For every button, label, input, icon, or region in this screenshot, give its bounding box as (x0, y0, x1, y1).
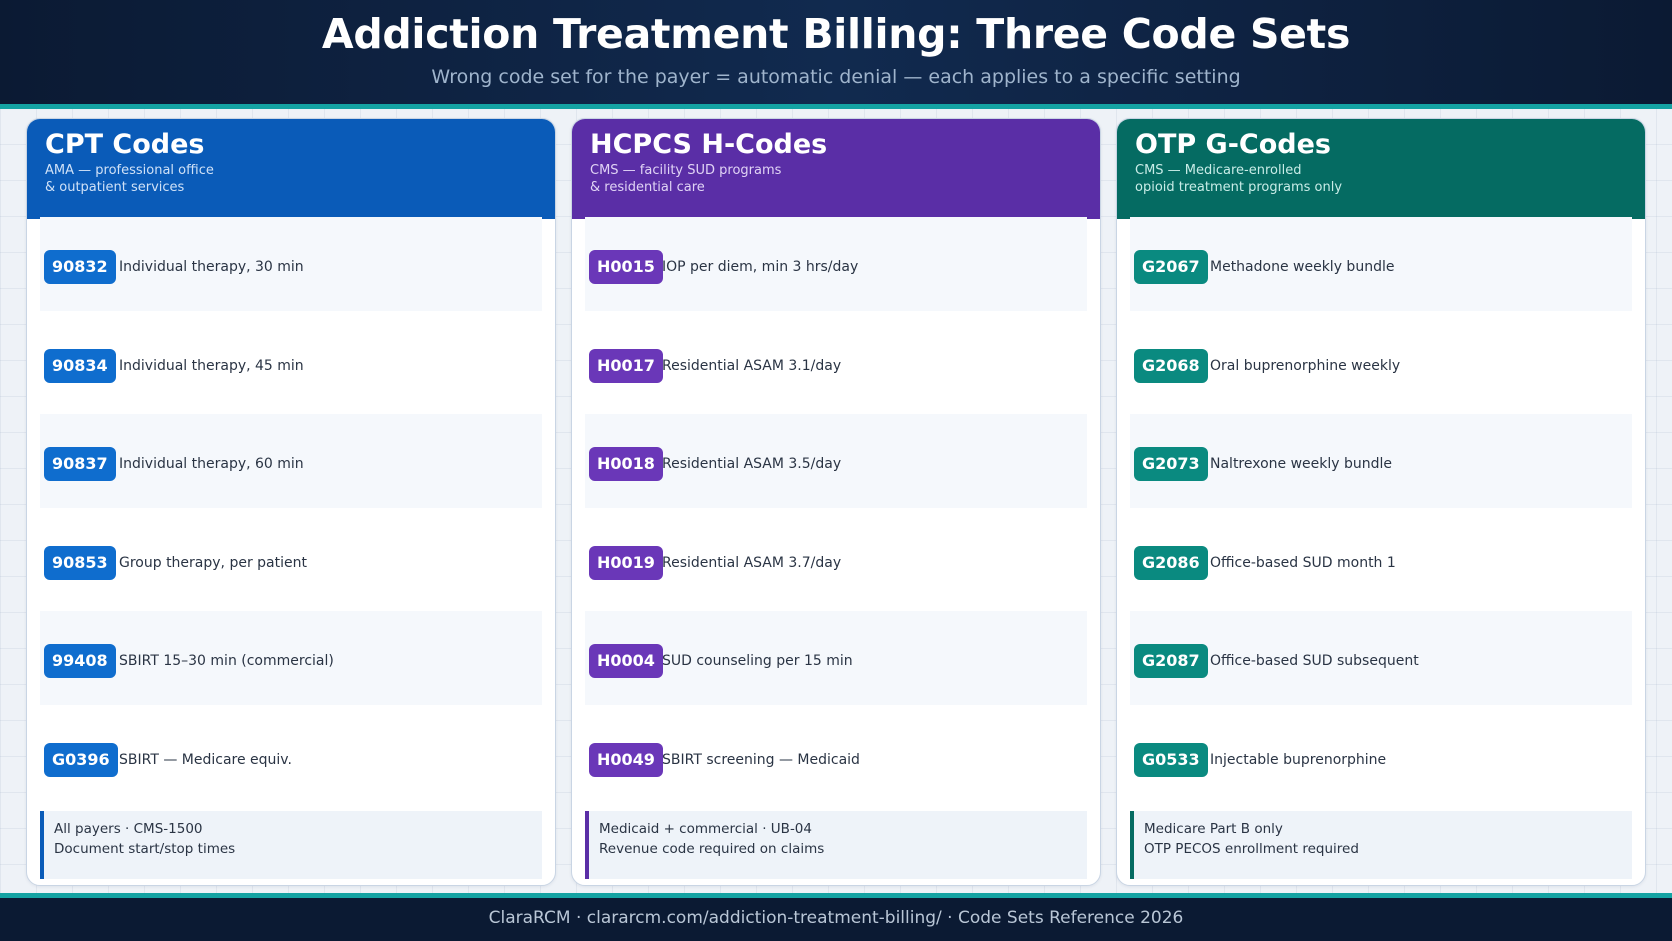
otp-footnote: Medicare Part B only OTP PECOS enrollmen… (1130, 811, 1632, 879)
code-description: Office-based SUD subsequent (1210, 653, 1419, 669)
footnote-line: All payers · CMS-1500 (54, 821, 203, 837)
code-description: Injectable buprenorphine (1210, 751, 1387, 768)
code-description: Methadone weekly bundle (1210, 259, 1395, 275)
cpt-code-list: 90832 Individual therapy, 30 min 90834 I… (40, 217, 542, 808)
cpt-card-subtitle: AMA — professional office & outpatient s… (45, 162, 214, 196)
otp-code-list: G2067 Methadone weekly bundle G2068 Oral… (1130, 217, 1632, 808)
hcpcs-codes-card: HCPCS H-Codes CMS — facility SUD program… (571, 118, 1101, 886)
footnote-line: Document start/stop times (54, 841, 236, 857)
cpt-subtitle-line: AMA — professional office (45, 163, 214, 178)
hcpcs-subtitle-line: & residential care (590, 180, 705, 195)
hcpcs-subtitle-line: CMS — facility SUD programs (590, 163, 782, 178)
code-row: G0533 Injectable buprenorphine (1130, 710, 1632, 809)
code-badge: H0049 (589, 742, 663, 777)
code-description: SBIRT — Medicare equiv. (119, 751, 292, 768)
code-badge: G0396 (44, 742, 118, 777)
footnote-line: Medicare Part B only (1144, 821, 1283, 837)
footnote-line: Medicaid + commercial · UB-04 (599, 821, 812, 837)
cpt-footnote: All payers · CMS-1500 Document start/sto… (40, 811, 542, 879)
code-row: 99408 SBIRT 15–30 min (commercial) (40, 611, 542, 710)
code-badge: 99408 (44, 644, 116, 678)
code-badge: H0015 (589, 250, 663, 284)
cpt-subtitle-line: & outpatient services (45, 180, 185, 195)
code-description: IOP per diem, min 3 hrs/day (662, 259, 859, 275)
otp-subtitle-line: CMS — Medicare-enrolled (1135, 163, 1302, 178)
footer-divider (0, 893, 1672, 898)
code-description: Residential ASAM 3.7/day (662, 554, 842, 571)
code-description: Individual therapy, 60 min (119, 456, 304, 472)
footnote-line: Revenue code required on claims (599, 841, 825, 857)
code-badge: H0019 (589, 545, 663, 580)
code-row: G2067 Methadone weekly bundle (1130, 217, 1632, 316)
otp-card-title: OTP G-Codes (1135, 129, 1332, 160)
code-row: 90832 Individual therapy, 30 min (40, 217, 542, 316)
footer-text: ClaraRCM · clararcm.com/addiction-treatm… (488, 908, 1184, 928)
cpt-card-header: CPT Codes AMA — professional office & ou… (27, 119, 555, 219)
code-description: Residential ASAM 3.1/day (662, 357, 842, 374)
code-description: Residential ASAM 3.5/day (662, 456, 842, 472)
code-badge: 90837 (44, 447, 116, 481)
code-row: 90853 Group therapy, per patient (40, 513, 542, 612)
code-row: G2086 Office-based SUD month 1 (1130, 513, 1632, 612)
code-row: G2073 Naltrexone weekly bundle (1130, 414, 1632, 513)
code-description: Office-based SUD month 1 (1210, 554, 1396, 571)
code-badge: 90853 (44, 545, 116, 580)
code-description: SUD counseling per 15 min (662, 653, 853, 669)
page-footer: ClaraRCM · clararcm.com/addiction-treatm… (0, 898, 1672, 941)
hcpcs-card-header: HCPCS H-Codes CMS — facility SUD program… (572, 119, 1100, 219)
code-description: Group therapy, per patient (119, 554, 307, 571)
hcpcs-card-title: HCPCS H-Codes (590, 129, 828, 160)
code-row: H0018 Residential ASAM 3.5/day (585, 414, 1087, 513)
code-row: H0015 IOP per diem, min 3 hrs/day (585, 217, 1087, 316)
code-badge: 90834 (44, 348, 116, 383)
page-header: Addiction Treatment Billing: Three Code … (0, 0, 1672, 104)
code-description: SBIRT screening — Medicaid (662, 751, 860, 768)
header-divider (0, 104, 1672, 109)
footnote-line: OTP PECOS enrollment required (1144, 841, 1359, 857)
code-badge: G2073 (1134, 447, 1208, 481)
code-badge: G2086 (1134, 545, 1208, 580)
otp-card-header: OTP G-Codes CMS — Medicare-enrolled opio… (1117, 119, 1645, 219)
code-description: SBIRT 15–30 min (commercial) (119, 653, 334, 669)
code-row: 90837 Individual therapy, 60 min (40, 414, 542, 513)
code-description: Oral buprenorphine weekly (1210, 357, 1401, 374)
code-badge: G2068 (1134, 348, 1208, 383)
code-row: H0017 Residential ASAM 3.1/day (585, 316, 1087, 415)
code-row: H0049 SBIRT screening — Medicaid (585, 710, 1087, 809)
otp-subtitle-line: opioid treatment programs only (1135, 180, 1343, 195)
code-badge: H0018 (589, 447, 663, 481)
otp-codes-card: OTP G-Codes CMS — Medicare-enrolled opio… (1116, 118, 1646, 886)
hcpcs-code-list: H0015 IOP per diem, min 3 hrs/day H0017 … (585, 217, 1087, 808)
code-badge: G2067 (1134, 250, 1208, 284)
code-badge: 90832 (44, 250, 116, 284)
page-title: Addiction Treatment Billing: Three Code … (321, 10, 1351, 58)
code-row: H0004 SUD counseling per 15 min (585, 611, 1087, 710)
otp-card-subtitle: CMS — Medicare-enrolled opioid treatment… (1135, 162, 1342, 196)
code-row: 90834 Individual therapy, 45 min (40, 316, 542, 415)
code-badge: H0017 (589, 348, 663, 383)
cpt-codes-card: CPT Codes AMA — professional office & ou… (26, 118, 556, 886)
code-row: G2068 Oral buprenorphine weekly (1130, 316, 1632, 415)
code-badge: G0533 (1134, 742, 1208, 777)
code-row: G0396 SBIRT — Medicare equiv. (40, 710, 542, 809)
code-row: G2087 Office-based SUD subsequent (1130, 611, 1632, 710)
page-subtitle: Wrong code set for the payer = automatic… (431, 66, 1241, 88)
code-badge: H0004 (589, 644, 663, 678)
code-description: Naltrexone weekly bundle (1210, 456, 1393, 472)
code-description: Individual therapy, 45 min (119, 357, 304, 374)
code-badge: G2087 (1134, 644, 1208, 678)
code-description: Individual therapy, 30 min (119, 259, 304, 275)
cpt-card-title: CPT Codes (45, 129, 205, 160)
hcpcs-card-subtitle: CMS — facility SUD programs & residentia… (590, 162, 781, 196)
code-row: H0019 Residential ASAM 3.7/day (585, 513, 1087, 612)
hcpcs-footnote: Medicaid + commercial · UB-04 Revenue co… (585, 811, 1087, 879)
